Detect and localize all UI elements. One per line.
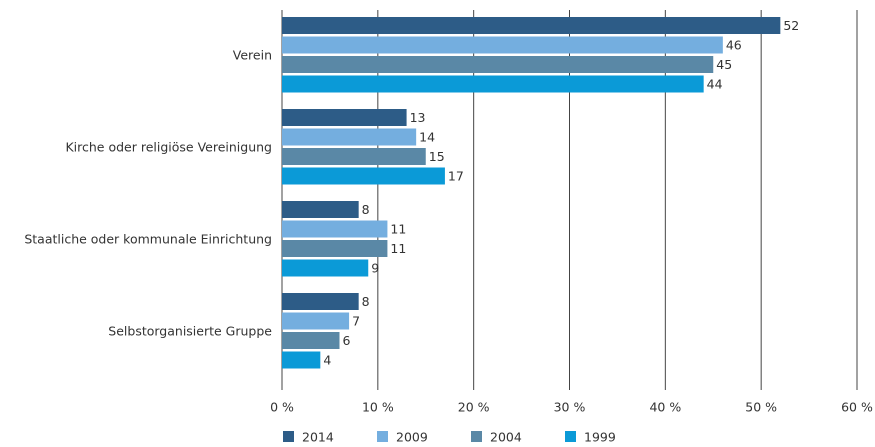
data-label: 13	[410, 110, 426, 125]
bar	[282, 293, 359, 310]
bar	[282, 36, 723, 54]
x-tick-label: 40 %	[649, 400, 681, 415]
x-tick-label: 10 %	[362, 400, 394, 415]
legend-swatch	[471, 431, 482, 442]
data-label: 15	[429, 149, 445, 164]
data-label: 52	[783, 18, 799, 33]
bar	[282, 220, 388, 238]
bar	[282, 201, 359, 218]
data-label: 8	[362, 202, 370, 217]
data-label: 9	[371, 261, 379, 276]
bar	[282, 17, 781, 34]
x-tick-label: 30 %	[554, 400, 586, 415]
data-label: 14	[419, 130, 435, 145]
category-label: Selbstorganisierte Gruppe	[108, 324, 272, 339]
bar	[282, 259, 369, 277]
data-label: 11	[390, 241, 406, 256]
bar	[282, 167, 445, 185]
bar	[282, 240, 388, 257]
data-label: 4	[323, 353, 331, 368]
x-tick-label: 20 %	[458, 400, 490, 415]
bar	[282, 351, 321, 369]
data-label: 8	[362, 294, 370, 309]
bar	[282, 56, 714, 73]
legend-swatch	[283, 431, 294, 442]
legend-swatch	[565, 431, 576, 442]
legend-swatch	[377, 431, 388, 442]
category-label: Kirche oder religiöse Vereinigung	[65, 140, 272, 155]
category-label: Verein	[233, 48, 272, 63]
category-label: Staatliche oder kommunale Einrichtung	[24, 232, 272, 247]
bar	[282, 109, 407, 126]
data-label: 44	[707, 77, 723, 92]
bar	[282, 332, 340, 349]
x-tick-label: 50 %	[745, 400, 777, 415]
data-label: 6	[343, 333, 351, 348]
bar	[282, 128, 417, 146]
legend-label: 2004	[490, 430, 522, 445]
data-label: 17	[448, 169, 464, 184]
data-label: 11	[390, 222, 406, 237]
bar	[282, 148, 426, 165]
data-label: 7	[352, 314, 360, 329]
legend-label: 2009	[396, 430, 428, 445]
x-tick-label: 60 %	[841, 400, 873, 415]
x-tick-label: 0 %	[270, 400, 294, 415]
data-label: 46	[726, 38, 742, 53]
bar	[282, 75, 704, 93]
legend-label: 2014	[302, 430, 334, 445]
data-label: 45	[716, 57, 732, 72]
legend-label: 1999	[584, 430, 616, 445]
bar	[282, 312, 350, 330]
